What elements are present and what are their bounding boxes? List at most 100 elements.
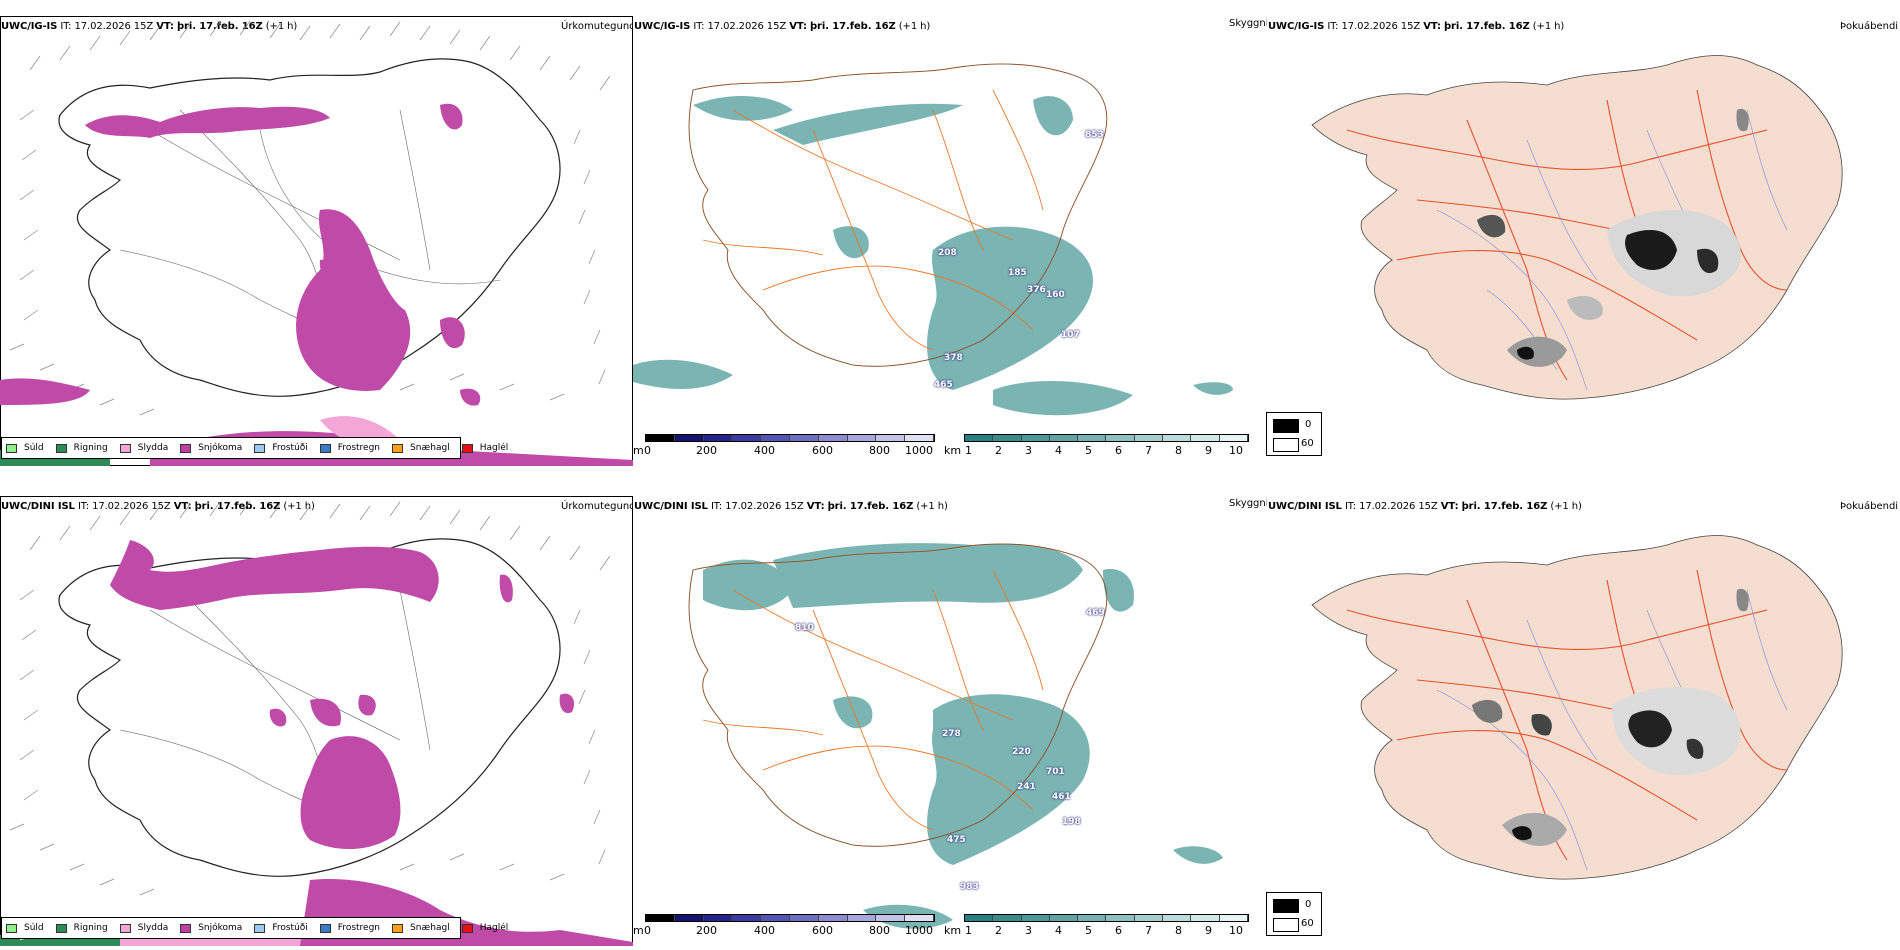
panel-title-fog: Þokuábendi [1840,21,1899,32]
snow-areas [110,540,575,850]
legend-item: Slydda [119,443,168,453]
legend-item: Haglél [461,443,508,453]
colorbar-tick: 7 [1145,444,1152,457]
header-row1-precip: UWC/IG-IS IT: 17.02.2026 15Z VT: þri. 17… [1,21,298,32]
legend-item: Súld [6,923,44,933]
colorbar-tick: 0 [644,924,651,937]
legend-swatch [55,443,67,453]
legend-swatch [55,923,67,933]
legend-item: Haglél [461,923,508,933]
colorbar-segment [1106,435,1135,441]
colorbar-segment [905,435,934,441]
colorbar-segment [674,435,704,441]
colorbar-unit: km [944,924,962,937]
precip-map-row2 [0,500,633,946]
fog-swatch-light [1273,438,1299,452]
ceiling-label: 185 [1008,268,1027,278]
legend-item: Slydda [119,923,168,933]
panel-title-precip: Úrkomutegund [561,21,633,32]
legend-swatch [461,923,473,933]
legend-item: Frostregn [319,923,380,933]
colorbar-segment [1078,435,1107,441]
colorbar-tick: 600 [812,924,833,937]
colorbar-tick: 6 [1115,924,1122,937]
visibility-colorbar-row1: km 1 2 3 4 5 6 7 8 9 10 [944,434,1250,462]
ceiling-label: 983 [960,882,979,892]
legend-swatch [254,443,266,453]
colorbar-segment [1021,435,1050,441]
precip-legend-row2: Súld Rigning Slydda Snjókoma Frostúði Fr… [1,917,508,939]
colorbar-tick: 9 [1205,924,1212,937]
ceiling-label: 198 [1062,817,1081,827]
colorbar-unit: m [633,924,644,937]
cloudbase-colorbar-row1: m 0 200 400 600 800 1000 [633,434,936,462]
ceiling-label: 378 [944,353,963,363]
colorbar-tick: 400 [754,924,775,937]
colorbar-tick: 2 [995,924,1002,937]
colorbar-tick: 200 [696,444,717,457]
colorbar-segment [847,435,877,441]
colorbar-segment [1219,915,1248,921]
precip-legend-row1: Súld Rigning Slydda Snjókoma Frostúði Fr… [1,437,508,459]
colorbar-tick: 800 [869,924,890,937]
fog-legend-label: 0 [1305,419,1312,430]
colorbar-tick: 10 [1229,924,1243,937]
precip-panel-row1: UWC/IG-IS IT: 17.02.2026 15Z VT: þri. 17… [0,10,633,466]
colorbar-tick: 7 [1145,924,1152,937]
colorbar-segment [703,435,733,441]
fog-legend-label: 60 [1301,438,1314,449]
fog-legend-row1: 0 60 [1266,412,1322,456]
colorbar-segment [646,435,675,441]
ceiling-label: 160 [1046,290,1065,300]
colorbar-tick: 200 [696,924,717,937]
header-row2-precip: UWC/DINI ISL IT: 17.02.2026 15Z VT: þri.… [1,501,315,512]
colorbar-tick: 3 [1025,444,1032,457]
fog-legend-label: 0 [1305,899,1312,910]
fog-legend-label: 60 [1301,918,1314,929]
legend-swatch [6,443,17,453]
colorbar-segment [993,435,1022,441]
colorbar-bar [964,914,1249,922]
precip-map-row1 [0,20,633,466]
colorbar-segment [1134,435,1164,441]
colorbar-segment [847,915,877,921]
ceiling-label: 220 [1012,747,1031,757]
colorbar-segment [818,435,848,441]
colorbar-tick: 4 [1055,444,1062,457]
cloud-map-row2 [688,543,1223,929]
colorbar-segment [1049,435,1079,441]
colorbar-bar [645,434,935,442]
colorbar-tick: 3 [1025,924,1032,937]
legend-swatch [119,923,131,933]
colorbar-segment [703,915,733,921]
colorbar-segment [732,435,762,441]
legend-item: Rigning [55,923,108,933]
legend-item: Snjókoma [180,923,242,933]
colorbar-segment [789,915,819,921]
legend-swatch [119,443,131,453]
colorbar-tick: 800 [869,444,890,457]
precip-panel-row2: UWC/DINI ISL IT: 17.02.2026 15Z VT: þri.… [0,490,633,946]
colorbar-tick: 400 [754,444,775,457]
iceland-land [1311,535,1843,880]
colorbar-segment [761,915,790,921]
panel-title-cloud: Skyggni [1229,498,1267,509]
colorbar-tick: 10 [1229,444,1243,457]
ceiling-label: 461 [1052,792,1071,802]
legend-swatch [254,923,266,933]
colorbar-segment [876,435,906,441]
fog-shading [1472,588,1749,846]
ceiling-label: 701 [1046,767,1065,777]
legend-swatch [392,923,404,933]
colorbar-tick: 0 [644,444,651,457]
iceland-land [1311,55,1843,400]
colorbar-unit: m [633,444,644,457]
colorbar-tick: 600 [812,444,833,457]
legend-swatch [461,443,473,453]
colorbar-segment [1106,915,1135,921]
colorbar-tick: 1 [965,924,972,937]
colorbar-segment [789,435,819,441]
colorbar-tick: 5 [1085,924,1092,937]
fog-swatch-dark [1273,899,1299,913]
colorbar-tick: 1000 [905,924,933,937]
